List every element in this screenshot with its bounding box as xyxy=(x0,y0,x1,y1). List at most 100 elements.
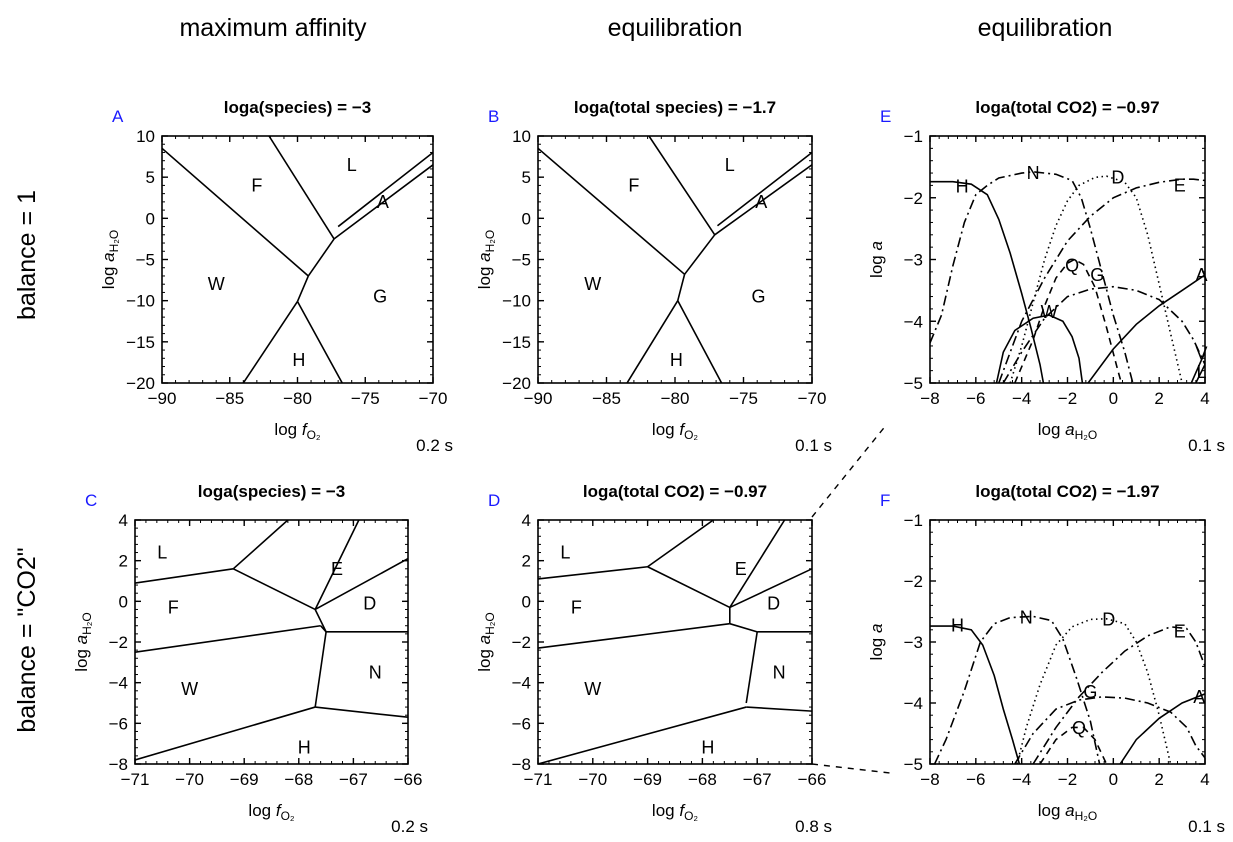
y-tick-label-d-2: −4 xyxy=(512,674,531,693)
boundary-c-2 xyxy=(232,568,316,611)
panel-title-a: loga(species) = −3 xyxy=(224,98,371,117)
field-label-c-d: D xyxy=(363,593,376,613)
x-axis-label-a: log fO₂ xyxy=(274,420,320,442)
column-header-maximum-affinity: maximum affinity xyxy=(179,14,367,42)
series-label-e-l: L xyxy=(1197,362,1207,382)
boundary-b-5 xyxy=(676,274,686,301)
series-line-f-h xyxy=(930,625,1021,764)
x-tick-label-e-5: 2 xyxy=(1154,389,1163,408)
x-tick-label-f-1: −6 xyxy=(966,770,985,789)
x-tick-label-e-2: −4 xyxy=(1012,389,1031,408)
series-line-e-a xyxy=(1087,274,1205,383)
y-tick-label-e-2: −3 xyxy=(904,251,923,270)
y-tick-label-a-1: −15 xyxy=(126,333,155,352)
field-label-d-h: H xyxy=(701,738,714,758)
series-line-e-v xyxy=(1190,351,1205,383)
x-tick-label-c-1: −70 xyxy=(175,770,204,789)
boundary-b-0 xyxy=(538,147,686,275)
field-label-a-f: F xyxy=(251,175,262,195)
y-tick-label-b-1: −15 xyxy=(502,333,531,352)
y-tick-label-c-6: 4 xyxy=(119,511,128,530)
series-line-e-h xyxy=(930,180,1045,383)
x-tick-label-c-5: −66 xyxy=(394,770,423,789)
series-line-f-q xyxy=(1039,726,1108,764)
y-tick-label-f-2: −3 xyxy=(904,633,923,652)
x-tick-label-a-4: −70 xyxy=(419,389,448,408)
y-tick-label-a-3: −5 xyxy=(136,251,155,270)
boundary-c-3 xyxy=(314,520,360,610)
x-tick-label-d-5: −66 xyxy=(798,770,827,789)
y-tick-label-a-6: 10 xyxy=(136,127,155,146)
plot-frame-f xyxy=(929,519,1206,765)
x-tick-label-c-4: −67 xyxy=(339,770,368,789)
x-tick-label-d-3: −68 xyxy=(688,770,717,789)
boundary-a-6 xyxy=(242,301,299,383)
field-label-a-l: L xyxy=(347,155,357,175)
y-axis-label-f: log a xyxy=(867,624,886,661)
x-tick-label-b-4: −70 xyxy=(798,389,827,408)
boundary-a-5 xyxy=(296,275,310,302)
boundary-d-4 xyxy=(729,568,812,609)
series-label-f-a: A xyxy=(1193,687,1205,707)
x-tick-label-c-3: −68 xyxy=(284,770,313,789)
boundary-c-10 xyxy=(135,706,316,761)
x-tick-label-b-0: −90 xyxy=(524,389,553,408)
y-tick-label-c-4: 0 xyxy=(119,592,128,611)
series-label-f-g: G xyxy=(1083,682,1097,702)
y-tick-label-c-0: −8 xyxy=(109,755,128,774)
x-tick-label-d-4: −67 xyxy=(743,770,772,789)
series-line-f-a xyxy=(1119,693,1205,764)
column-header-equilibration-2: equilibration xyxy=(978,14,1113,42)
boundary-c-1 xyxy=(232,520,289,570)
y-tick-label-c-3: −2 xyxy=(109,633,128,652)
field-label-b-a: A xyxy=(755,192,767,212)
x-axis-label-b: log fO₂ xyxy=(652,420,698,442)
boundary-a-4 xyxy=(307,238,335,277)
x-axis-label-f: log aH₂O xyxy=(1038,801,1098,823)
field-label-b-g: G xyxy=(752,287,766,307)
panel-letter-f: F xyxy=(880,491,890,510)
y-tick-label-d-3: −2 xyxy=(512,633,531,652)
boundary-d-3 xyxy=(729,520,786,608)
plot-frame-c xyxy=(134,519,409,765)
timing-a: 0.2 s xyxy=(416,436,453,455)
field-label-d-e: E xyxy=(735,559,747,579)
y-tick-label-c-5: 2 xyxy=(119,552,128,571)
x-tick-label-d-0: −71 xyxy=(524,770,553,789)
field-label-c-l: L xyxy=(157,543,167,563)
panel-title-b: loga(total species) = −1.7 xyxy=(574,98,776,117)
field-label-b-l: L xyxy=(725,155,735,175)
boundary-b-1 xyxy=(648,136,716,236)
panel-title-e: loga(total CO2) = −0.97 xyxy=(975,98,1159,117)
y-tick-label-f-4: −1 xyxy=(904,511,923,530)
plot-area-b xyxy=(538,136,812,383)
y-tick-label-d-0: −8 xyxy=(512,755,531,774)
y-tick-label-e-3: −2 xyxy=(904,189,923,208)
plot-frame-d xyxy=(537,519,813,765)
y-tick-label-d-5: 2 xyxy=(522,552,531,571)
boundary-b-2 xyxy=(714,164,812,236)
series-line-e-e xyxy=(998,178,1205,383)
y-tick-label-d-1: −6 xyxy=(512,714,531,733)
y-axis-label-d: log aH₂O xyxy=(475,612,497,672)
y-tick-label-e-1: −4 xyxy=(904,312,923,331)
field-label-d-f: F xyxy=(571,597,582,617)
y-axis-label-e: log a xyxy=(867,241,886,278)
x-tick-label-a-1: −85 xyxy=(215,389,244,408)
x-tick-label-f-4: 0 xyxy=(1109,770,1118,789)
x-tick-label-c-0: −71 xyxy=(121,770,150,789)
y-tick-label-f-3: −2 xyxy=(904,572,923,591)
boundary-a-7 xyxy=(296,301,343,383)
column-header-equilibration-1: equilibration xyxy=(608,14,743,42)
plot-area-e xyxy=(930,170,1205,383)
x-tick-label-a-2: −80 xyxy=(283,389,312,408)
x-tick-label-b-2: −80 xyxy=(661,389,690,408)
y-tick-label-a-5: 5 xyxy=(146,168,155,187)
panel-letter-a: A xyxy=(112,107,124,126)
boundary-b-6 xyxy=(626,300,679,383)
series-line-f-e xyxy=(1032,625,1205,764)
series-label-f-n: N xyxy=(1020,608,1033,628)
